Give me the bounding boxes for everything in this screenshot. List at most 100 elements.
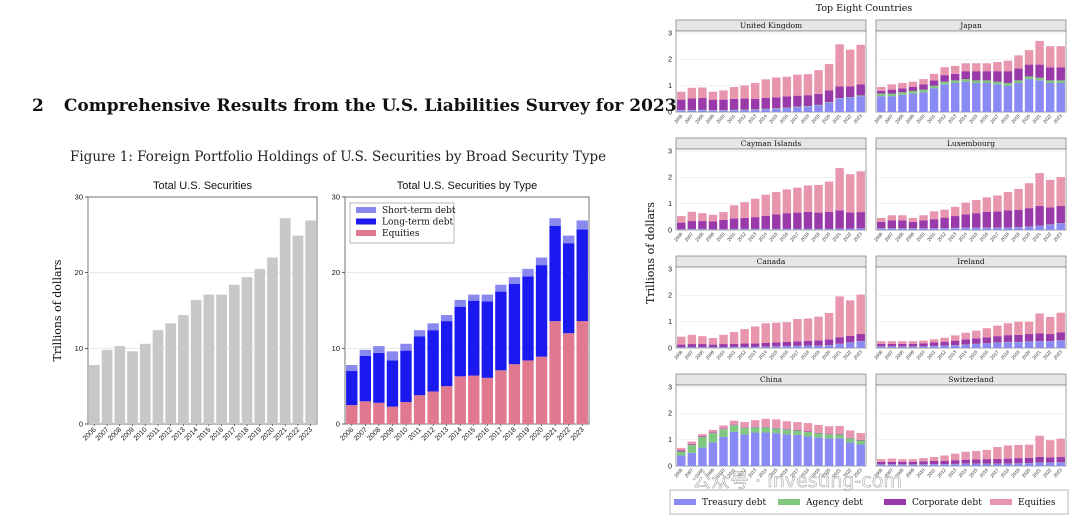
chart2-panel-japan-bar-agency-2020 (1024, 76, 1034, 80)
chart2-panel-canada-bar-treasury-2011 (729, 347, 739, 348)
chart2-panel-canada-ytick-label: 0 (668, 345, 672, 352)
chart2-panel-cayman-islands-bar-corporate-2016 (782, 213, 792, 229)
section-title: Comprehensive Results from the U.S. Liab… (63, 96, 677, 116)
chart2-panel-japan-bar-equities-2017 (993, 61, 1002, 72)
chart2-panel-china-bar-treasury-2007 (687, 452, 697, 466)
chart2-panel-united-kingdom-bar-agency-2017 (793, 106, 802, 108)
chart2-panel-united-kingdom-bar-agency-2019 (814, 104, 823, 106)
chart2-panel-ireland-xtick-label: 2007 (884, 349, 895, 360)
chart2-panel-china-bar-agency-2020 (824, 434, 834, 439)
chart0-ytick-label: 20 (75, 268, 83, 277)
chart2-panel-cayman-islands-bar-equities-2023 (856, 171, 865, 213)
chart2-panel-switzerland-xtick-label: 2018 (1000, 467, 1011, 478)
chart1-bar-long-term-debt-2021 (549, 225, 561, 322)
chart2-panel-luxembourg-xtick-label: 2020 (1021, 231, 1032, 242)
chart2-panel-luxembourg-xtick-label: 2014 (958, 231, 969, 242)
chart2-panel-cayman-islands-bar-corporate-2011 (729, 218, 739, 229)
chart2-panel-canada-xtick-label: 2020 (821, 349, 832, 360)
chart2-panel-canada-bar-treasury-2020 (824, 345, 834, 348)
chart0-xtick-label: 2022 (285, 426, 301, 442)
chart2-panel-japan-bar-treasury-2010 (919, 92, 928, 112)
chart2-ylabel: Trillions of dollars (644, 202, 657, 304)
chart0-bar-2019 (254, 268, 266, 424)
chart2-panel-china-bar-corporate-2009 (708, 432, 718, 434)
chart2-panel-luxembourg-xtick-label: 2018 (1000, 231, 1011, 242)
chart2-panel-cayman-islands-ytick-label: 1 (668, 201, 672, 208)
chart2-panel-ireland-bar-treasury-2020 (1024, 341, 1034, 348)
chart2-panel-china-ytick-label: 2 (668, 411, 672, 418)
chart1-xtick-label: 2016 (475, 426, 491, 442)
chart2-legend-swatch (990, 499, 1012, 505)
chart2-panel-united-kingdom-bar-treasury-2023 (856, 96, 865, 112)
chart2-panel-united-kingdom-bar-equities-2014 (761, 79, 770, 98)
chart2-panel-japan-bar-agency-2021 (1035, 77, 1044, 81)
chart2-panel-ireland-bar-treasury-2022 (1045, 341, 1055, 348)
chart0-bar-2011 (152, 330, 164, 424)
chart2-panel-cayman-islands-bar-treasury-2020 (824, 229, 834, 230)
chart2-panel-japan-xtick-label: 2017 (989, 113, 1000, 124)
chart2-panel-canada-bar-treasury-2019 (814, 345, 823, 348)
chart0-ylabel: Trillions of dollars (51, 259, 64, 361)
chart2-panel-cayman-islands-xtick-label: 2008 (694, 231, 705, 242)
chart2-panel-switzerland-bar-treasury-2016 (982, 463, 992, 466)
chart1-bar-equities-2008 (373, 402, 385, 424)
chart2-panel-united-kingdom-bar-agency-2007 (687, 110, 697, 111)
chart2-panel-united-kingdom-bar-corporate-2017 (793, 95, 802, 107)
chart2-panel-switzerland-bar-corporate-2014 (961, 459, 970, 464)
chart2-panel-japan-strip-label: Japan (959, 21, 982, 30)
chart2-panel-japan-bar-agency-2017 (993, 81, 1002, 85)
chart2-panel-united-kingdom-bar-corporate-2021 (835, 86, 844, 99)
chart2-panel-switzerland-xtick-label: 2006 (873, 467, 884, 478)
chart2-panel-japan-bar-equities-2020 (1024, 50, 1034, 65)
chart2-panel-luxembourg-bar-treasury-2016 (982, 227, 992, 230)
chart2-panel-japan-bar-treasury-2018 (1003, 85, 1013, 112)
chart2-panel-canada-bar-equities-2015 (772, 322, 781, 343)
chart2-panel-cayman-islands-bar-corporate-2012 (740, 217, 749, 229)
chart2-panel-china-bar-corporate-2023 (856, 439, 865, 441)
chart1-bar-short-term-debt-2006 (346, 364, 358, 372)
chart1-legend-swatch (356, 218, 376, 225)
chart2-panel-japan-bar-agency-2009 (908, 90, 918, 94)
chart2-panel-japan-bar-agency-2023 (1056, 80, 1065, 84)
chart2-panel-united-kingdom-bar-equities-2015 (772, 77, 781, 98)
chart2-panel-switzerland-bar-treasury-2007 (887, 464, 897, 466)
chart2-panel-luxembourg-xtick-label: 2008 (894, 231, 905, 242)
chart2-panel-japan-bar-agency-2012 (940, 81, 949, 85)
chart2-panel-ireland-bar-equities-2015 (972, 330, 981, 339)
chart2-panel-switzerland-bar-treasury-2012 (940, 464, 949, 466)
chart2-panel-luxembourg-bar-equities-2020 (1024, 183, 1034, 209)
chart2-panel-japan-bar-treasury-2009 (908, 93, 918, 112)
chart2-panel-switzerland-bar-treasury-2009 (908, 464, 918, 466)
chart2-panel-cayman-islands-bar-treasury-2022 (845, 228, 855, 230)
chart1-bar-long-term-debt-2015 (468, 300, 480, 376)
chart2-panel-cayman-islands-xtick-label: 2010 (715, 231, 726, 242)
chart1-bar-long-term-debt-2017 (495, 291, 507, 371)
chart2-panel-japan-frame (875, 30, 1067, 113)
chart2-panel-japan-bar-corporate-2016 (982, 71, 992, 81)
chart1-bar-short-term-debt-2008 (373, 346, 385, 353)
chart2-panel-china-bar-corporate-2021 (835, 433, 844, 435)
chart2-panel-united-kingdom-bar-equities-2012 (740, 85, 749, 99)
chart2-panel-switzerland-bar-equities-2021 (1035, 435, 1044, 457)
chart2-panel-switzerland-bar-equities-2010 (919, 458, 928, 462)
chart0-bar-2023 (305, 220, 316, 424)
chart1-legend-label: Equities (382, 229, 420, 239)
chart2-panel-china-bar-corporate-2019 (814, 432, 823, 434)
chart2-panel-canada-bar-equities-2018 (803, 318, 813, 341)
chart0-bar-2007 (101, 349, 113, 424)
chart2-panel-luxembourg-bar-treasury-2008 (898, 228, 907, 230)
chart2-panel-luxembourg-bar-corporate-2020 (1024, 208, 1034, 227)
chart2-panel-switzerland-bar-equities-2009 (908, 459, 918, 462)
chart1-xtick-label: 2006 (339, 426, 355, 442)
chart2-panel-luxembourg-bar-treasury-2017 (993, 227, 1002, 230)
chart2-panel-united-kingdom-bar-agency-2022 (845, 96, 855, 98)
chart2-panel-ireland-bar-treasury-2012 (940, 345, 949, 348)
chart2-panel-japan-xtick-label: 2009 (905, 113, 916, 124)
chart2-panel-ireland-bar-equities-2013 (950, 335, 960, 341)
chart2-panel-united-kingdom-bar-equities-2022 (845, 49, 855, 87)
chart2-panel-united-kingdom-bar-treasury-2013 (750, 109, 760, 112)
chart2-panel-switzerland-xtick-label: 2015 (968, 467, 979, 478)
chart2-panel-china-xtick-label: 2021 (831, 467, 842, 478)
chart2-panel-cayman-islands-xtick-label: 2013 (747, 231, 758, 242)
chart2-panel-ireland-bar-treasury-2011 (929, 346, 939, 348)
